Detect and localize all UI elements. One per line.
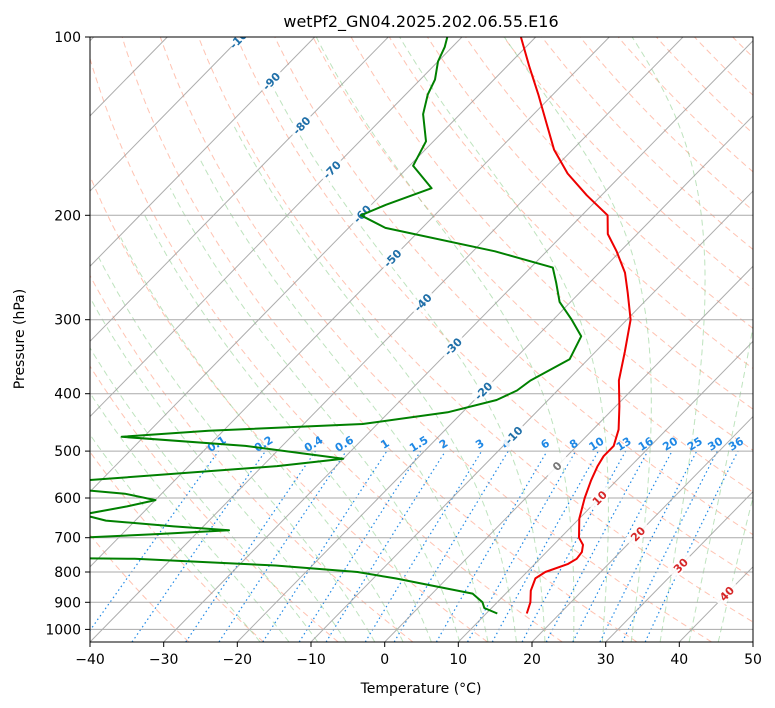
moist-adiabat-line (98, 257, 376, 642)
y-tick-label: 400 (54, 387, 81, 403)
mixing-ratio-line (262, 450, 388, 642)
mixing-ratio-line (621, 450, 718, 642)
x-tick-label: −30 (149, 652, 179, 668)
profile-series (90, 37, 632, 615)
mixing-ratio-line (131, 450, 266, 642)
moist-adiabat-line (270, 83, 546, 642)
x-tick-label: 50 (744, 652, 762, 668)
moist-adiabat-line (688, 323, 753, 642)
dry-adiabat-line (274, 37, 753, 536)
dry-adiabat-line (90, 274, 414, 642)
dry-adiabat-line (426, 37, 753, 370)
dry-adiabats (90, 37, 753, 642)
mixing-ratio-line (435, 450, 548, 642)
y-tick-label: 700 (54, 531, 81, 547)
mixing-ratio-line (185, 450, 316, 642)
isotherm-line (90, 37, 610, 568)
y-tick-label: 100 (54, 30, 81, 46)
isobars (90, 37, 753, 630)
y-tick-label: 800 (54, 565, 81, 581)
dry-adiabat-line (350, 37, 753, 451)
moist-adiabat-line (90, 346, 319, 642)
moist-adiabat-line (399, 37, 609, 642)
mixing-ratio-line (218, 450, 347, 642)
y-tick-label: 300 (54, 313, 81, 329)
dry-adiabat-line (312, 37, 753, 493)
isotherm-line (384, 265, 753, 642)
isotherm-line (90, 37, 242, 192)
dry-adiabat-line (90, 451, 264, 642)
y-tick-label: 500 (54, 444, 81, 460)
isotherm-label-bg (318, 156, 346, 184)
isotherm-line (90, 37, 316, 267)
dry-adiabat-line (90, 56, 563, 642)
isotherm-label-bg (667, 552, 694, 579)
x-tick-label: −20 (223, 652, 253, 668)
isotherm-label-bg (624, 520, 652, 548)
dry-adiabat-line (236, 37, 753, 579)
y-tick-label: 900 (54, 595, 81, 611)
isotherm-label-bg (227, 37, 255, 51)
isotherm-line (236, 115, 753, 642)
y-axis-ticks: 100 200 300 400 500 600 700 800 900 1000 (45, 30, 90, 638)
x-tick-label: 10 (449, 652, 467, 668)
x-tick-label: 40 (670, 652, 688, 668)
isotherm-label-bg (288, 112, 315, 139)
isotherm-label-bg (439, 333, 467, 361)
moist-adiabat-line (169, 187, 461, 642)
chart-title: wetPf2_GN04.2025.202.06.55.E16 (283, 12, 558, 32)
moist-adiabat-line (503, 37, 652, 642)
y-tick-label: 1000 (45, 622, 81, 638)
y-tick-label: 600 (54, 491, 81, 507)
x-tick-label: −10 (296, 652, 326, 668)
moist-adiabat-line (90, 296, 347, 642)
x-axis-ticks: −40 −30 −20 −10 0 10 20 30 40 50 (75, 642, 762, 668)
dry-adiabat-line (388, 37, 753, 410)
y-tick-label: 200 (54, 208, 81, 224)
temperature-profile-line (519, 37, 632, 614)
isotherm-label-bg (586, 484, 613, 512)
x-tick-label: 0 (380, 652, 389, 668)
moist-adiabat-line (90, 433, 261, 642)
dry-adiabat-line (159, 37, 712, 642)
dry-adiabat-line (465, 37, 753, 329)
isotherm-line (90, 37, 537, 493)
isotherm-line (605, 491, 753, 642)
x-tick-label: −40 (75, 652, 105, 668)
isotherm-label-bg (409, 289, 437, 316)
mixing-ratio-line (545, 450, 649, 642)
mixing-ratio-line (325, 450, 447, 642)
isotherm-label-bg (500, 421, 528, 449)
isotherm-line (310, 190, 753, 642)
dry-adiabat-line (579, 37, 753, 212)
isotherm-label-bg (379, 244, 406, 272)
x-tick-label: 30 (597, 652, 615, 668)
isotherm-label-bg (713, 580, 741, 608)
dewpoint-profile-line (90, 37, 583, 615)
isotherm-line (90, 37, 684, 642)
moist-adiabat-line (120, 237, 404, 642)
isotherm-label-bg (543, 452, 571, 480)
moist-adiabat-line (631, 37, 706, 642)
isotherm-line (457, 340, 753, 642)
mixing-ratio-line (90, 450, 220, 632)
moist-adiabat-line (142, 212, 432, 642)
isotherm-label-bg (470, 377, 497, 405)
x-axis-label: Temperature (°C) (360, 681, 482, 697)
plot-area: 0.10.20.40.611.52346810131620253036-100-… (90, 37, 753, 642)
isotherm-line (90, 37, 389, 343)
isotherm-line (90, 37, 463, 418)
mixing-ratio-line (298, 450, 422, 642)
x-tick-label: 20 (523, 652, 541, 668)
dry-adiabat-line (617, 37, 753, 173)
dry-adiabat-line (90, 174, 488, 642)
isotherm-label-bg (257, 67, 285, 95)
plot-frame (89, 36, 754, 643)
y-axis-label: Pressure (hPa) (12, 289, 28, 389)
mixing-ratio-line (364, 450, 483, 642)
